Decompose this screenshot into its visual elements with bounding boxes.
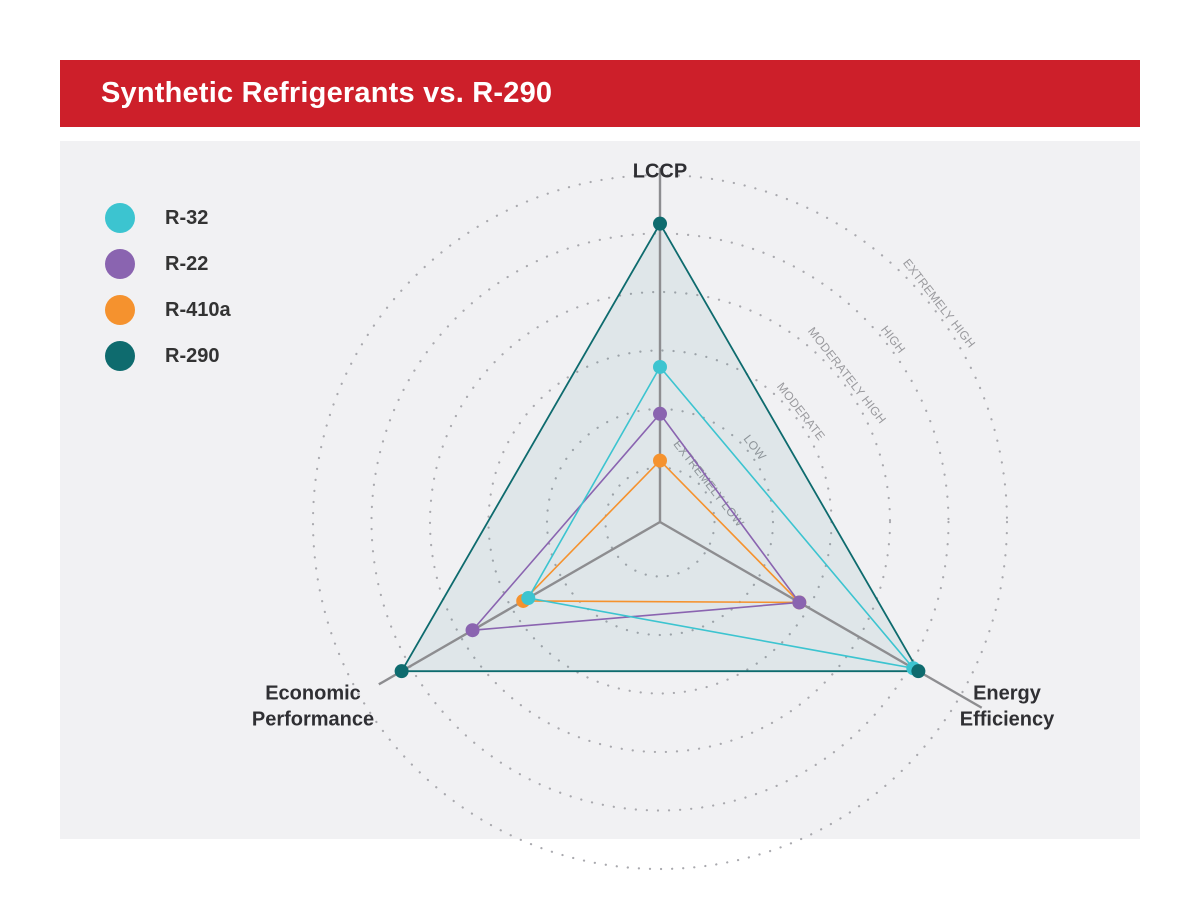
data-point bbox=[911, 664, 926, 679]
legend-item-r32: R-32 bbox=[105, 195, 231, 241]
scale-label: MODERATELY HIGH bbox=[805, 324, 889, 426]
data-point bbox=[653, 216, 667, 231]
axis-label-energy: Efficiency bbox=[960, 708, 1055, 730]
series-line bbox=[470, 412, 801, 632]
scale-label: HIGH bbox=[878, 323, 908, 356]
data-point bbox=[521, 591, 536, 606]
axis-label-lccp: LCCP bbox=[633, 160, 687, 182]
axis-label-energy: Energy bbox=[973, 682, 1042, 704]
legend-label: R-410a bbox=[165, 298, 231, 321]
series-line bbox=[527, 365, 916, 670]
grid-circle bbox=[428, 290, 892, 754]
legend-item-r290: R-290 bbox=[105, 333, 231, 379]
legend: R-32 R-22 R-410a R-290 bbox=[105, 195, 231, 379]
data-point bbox=[792, 595, 807, 610]
data-point bbox=[465, 623, 480, 638]
legend-swatch bbox=[105, 203, 135, 233]
grid-circle bbox=[311, 173, 1009, 871]
data-point bbox=[653, 453, 667, 468]
legend-swatch bbox=[105, 295, 135, 325]
title-banner: Synthetic Refrigerants vs. R-290 bbox=[60, 60, 1140, 127]
data-point bbox=[394, 664, 409, 679]
axis-label-economic: Economic bbox=[265, 682, 361, 704]
legend-label: R-290 bbox=[165, 344, 220, 367]
data-point bbox=[653, 359, 667, 374]
legend-swatch bbox=[105, 249, 135, 279]
legend-item-r410a: R-410a bbox=[105, 287, 231, 333]
legend-swatch bbox=[105, 341, 135, 371]
legend-item-r22: R-22 bbox=[105, 241, 231, 287]
axis-label-economic: Performance bbox=[252, 708, 374, 730]
grid-circle bbox=[370, 232, 950, 812]
legend-label: R-22 bbox=[165, 252, 209, 275]
chart-title: Synthetic Refrigerants vs. R-290 bbox=[101, 77, 553, 109]
legend-label: R-32 bbox=[165, 206, 209, 229]
scale-label: EXTREMELY HIGH bbox=[900, 256, 978, 351]
series-line bbox=[521, 459, 802, 604]
chart-panel bbox=[60, 141, 1140, 839]
axis-line-energy bbox=[659, 520, 983, 709]
data-point bbox=[653, 406, 667, 421]
